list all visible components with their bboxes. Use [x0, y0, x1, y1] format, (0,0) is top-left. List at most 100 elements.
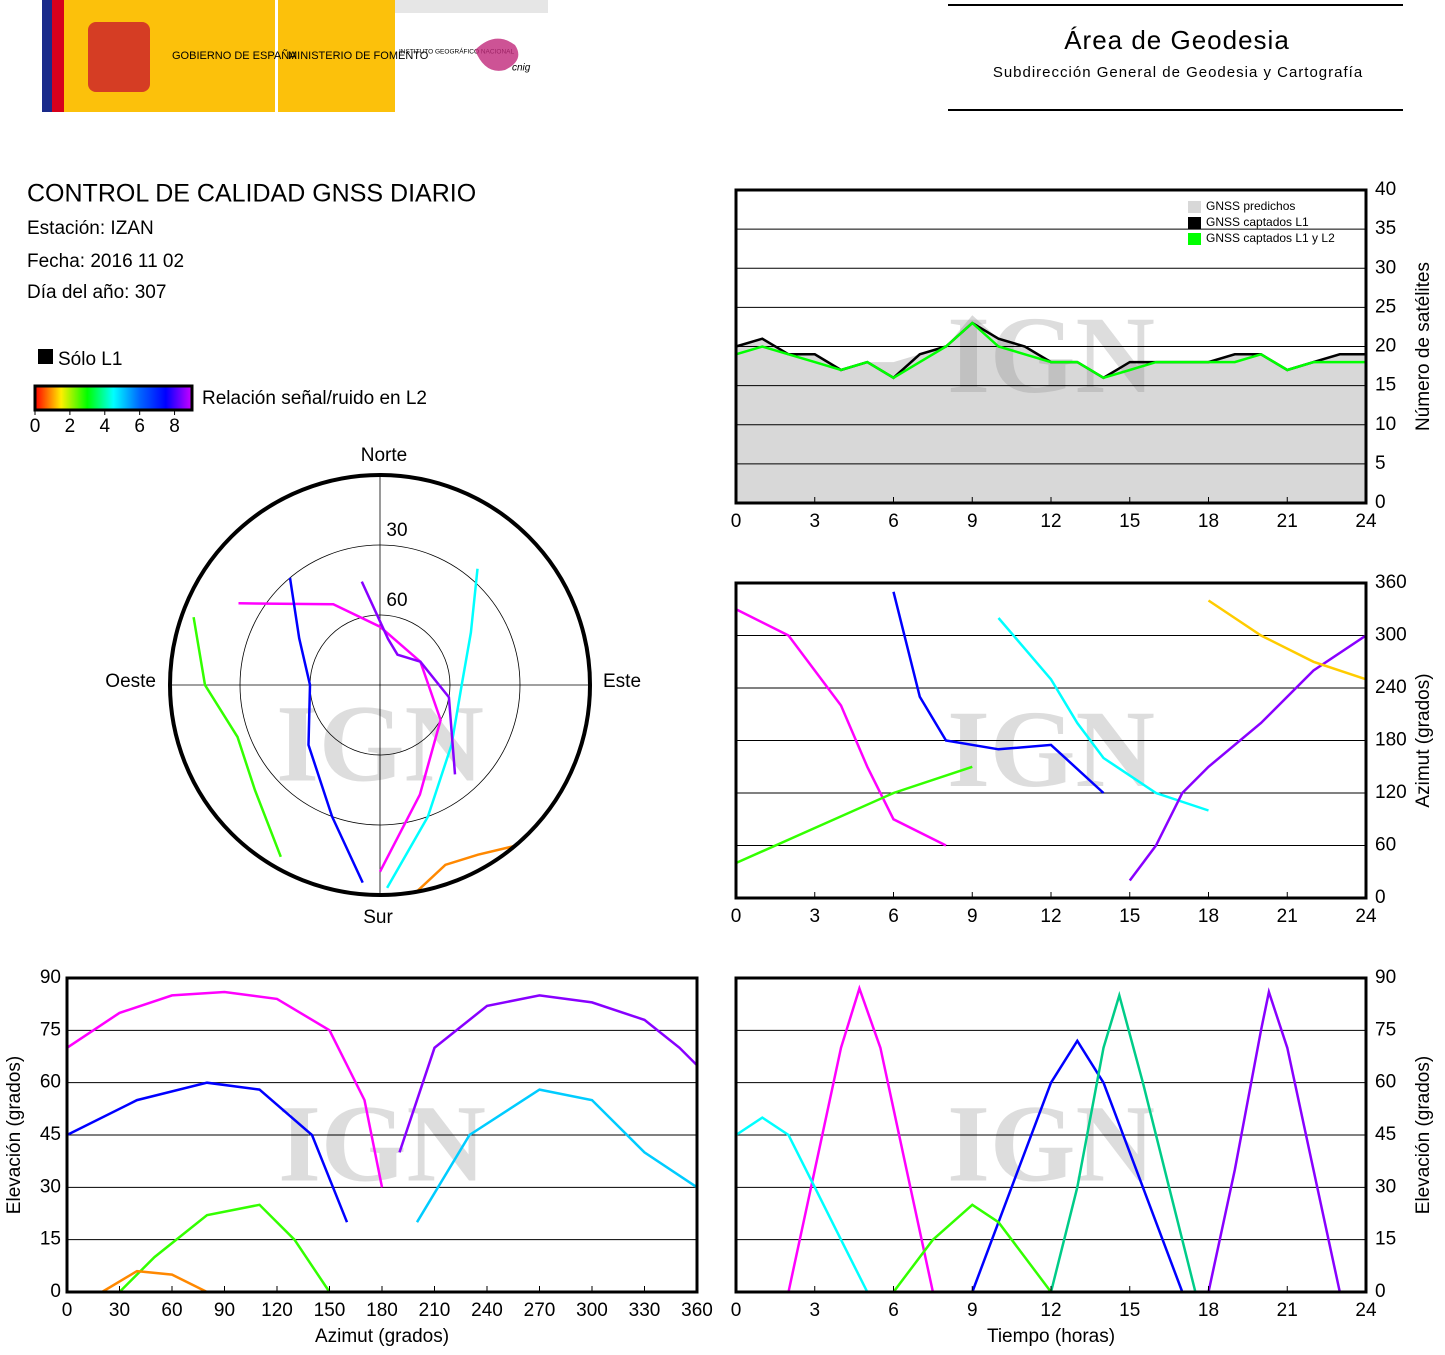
- x-tick-label: 9: [967, 511, 978, 532]
- series-line: [892, 1203, 1052, 1293]
- x-tick-label: 15: [1119, 1300, 1140, 1321]
- track: [415, 844, 516, 893]
- x-tick-label: 360: [681, 1300, 713, 1321]
- y-tick-label: 25: [1375, 296, 1396, 317]
- x-axis-label: Tiempo (horas): [987, 1326, 1115, 1347]
- x-tick-label: 0: [731, 1300, 742, 1321]
- x-tick-label: 18: [1198, 1300, 1219, 1321]
- direction-label: Sur: [363, 907, 393, 928]
- x-tick-label: 12: [1040, 906, 1061, 927]
- series-line: [66, 990, 384, 1188]
- x-tick-label: 6: [888, 1300, 899, 1321]
- series-line: [735, 1116, 869, 1293]
- x-tick-label: 60: [161, 1300, 182, 1321]
- logo-text: MINISTERIO DE FOMENTO: [288, 50, 429, 62]
- flag-stripe: [42, 0, 52, 112]
- y-tick-label: 120: [1375, 782, 1407, 803]
- y-tick-label: 5: [1375, 453, 1386, 474]
- x-tick-label: 24: [1355, 906, 1377, 927]
- cnig-logo: [475, 38, 519, 71]
- y-tick-label: 30: [40, 1176, 61, 1197]
- x-tick-label: 0: [62, 1300, 73, 1321]
- y-tick-label: 360: [1375, 572, 1407, 593]
- x-tick-label: 21: [1277, 1300, 1298, 1321]
- x-tick-label: 15: [1119, 906, 1140, 927]
- x-tick-label: 15: [1119, 511, 1140, 532]
- y-axis-label: Azimut (grados): [1413, 673, 1434, 807]
- x-tick-label: 90: [214, 1300, 235, 1321]
- header-subtitle: Subdirección General de Geodesia y Carto…: [993, 64, 1363, 81]
- y-tick-label: 0: [50, 1281, 61, 1302]
- colorbar-label: Relación señal/ruido en L2: [202, 388, 427, 409]
- y-tick-label: 30: [1375, 257, 1396, 278]
- x-tick-label: 0: [731, 906, 742, 927]
- x-tick-label: 3: [809, 1300, 820, 1321]
- flag-stripe: [52, 0, 64, 112]
- direction-label: Norte: [361, 445, 407, 466]
- y-axis-label: Elevación (grados): [4, 1056, 25, 1214]
- logo-text: INSTITUTO GEOGRÁFICO NACIONAL: [399, 47, 514, 56]
- y-tick-label: 0: [1375, 492, 1386, 513]
- series-line: [787, 984, 935, 1293]
- y-tick-label: 15: [1375, 375, 1396, 396]
- x-tick-label: 300: [576, 1300, 608, 1321]
- r-tick-label: 60: [386, 590, 407, 611]
- colorbar-tick-label: 6: [134, 416, 145, 437]
- x-tick-label: 6: [888, 906, 899, 927]
- x-tick-label: 3: [809, 511, 820, 532]
- x-tick-label: 270: [524, 1300, 556, 1321]
- y-tick-label: 15: [40, 1229, 61, 1250]
- x-tick-label: 24: [1355, 1300, 1377, 1321]
- logo-bar: [395, 0, 548, 13]
- series-line: [971, 1038, 1184, 1293]
- y-axis-label: Número de satélites: [1413, 262, 1434, 431]
- report-info: CONTROL DE CALIDAD GNSS DIARIO Estación:…: [27, 180, 476, 303]
- x-tick-label: 12: [1040, 1300, 1061, 1321]
- y-tick-label: 75: [1375, 1019, 1396, 1040]
- y-tick-label: 20: [1375, 336, 1396, 357]
- x-tick-label: 330: [629, 1300, 661, 1321]
- y-tick-label: 10: [1375, 414, 1396, 435]
- x-tick-label: 210: [419, 1300, 451, 1321]
- watermark: IGN: [947, 1082, 1155, 1204]
- series-line: [1207, 599, 1367, 681]
- series-line: [735, 608, 947, 847]
- polar-ring: [239, 544, 521, 826]
- legend-label: GNSS predichos: [1206, 199, 1295, 213]
- y-tick-label: 0: [1375, 887, 1386, 908]
- x-tick-label: 18: [1198, 511, 1219, 532]
- series-line: [892, 591, 1105, 794]
- y-tick-label: 35: [1375, 218, 1396, 239]
- x-tick-label: 150: [314, 1300, 346, 1321]
- series-line: [1128, 634, 1367, 882]
- x-tick-label: 18: [1198, 906, 1219, 927]
- series-line: [398, 994, 698, 1153]
- series-line: [735, 321, 1366, 380]
- series-line: [101, 1269, 208, 1294]
- x-tick-label: 21: [1277, 511, 1298, 532]
- x-tick-label: 30: [109, 1300, 130, 1321]
- x-tick-label: 12: [1040, 511, 1061, 532]
- y-tick-label: 45: [1375, 1124, 1396, 1145]
- colorbar-tick-label: 8: [169, 416, 180, 437]
- series-line: [1049, 990, 1197, 1293]
- report-line: Día del año: 307: [27, 282, 166, 303]
- colorbar-tick-label: 2: [65, 416, 76, 437]
- series-line: [735, 765, 973, 865]
- series-line: [118, 1203, 331, 1293]
- x-tick-label: 24: [1355, 511, 1377, 532]
- colorbar: [33, 384, 194, 412]
- y-tick-label: 60: [1375, 1072, 1396, 1093]
- series-line: [1207, 987, 1342, 1293]
- polar-frame: [168, 473, 592, 897]
- track: [386, 568, 479, 889]
- report-line: Fecha: 2016 11 02: [27, 251, 184, 272]
- y-tick-label: 300: [1375, 625, 1407, 646]
- colorbar-tick-label: 0: [30, 416, 41, 437]
- y-tick-label: 60: [40, 1072, 61, 1093]
- x-tick-label: 3: [809, 906, 820, 927]
- y-tick-label: 45: [40, 1124, 61, 1145]
- track: [192, 616, 282, 858]
- series-line: [66, 1081, 349, 1223]
